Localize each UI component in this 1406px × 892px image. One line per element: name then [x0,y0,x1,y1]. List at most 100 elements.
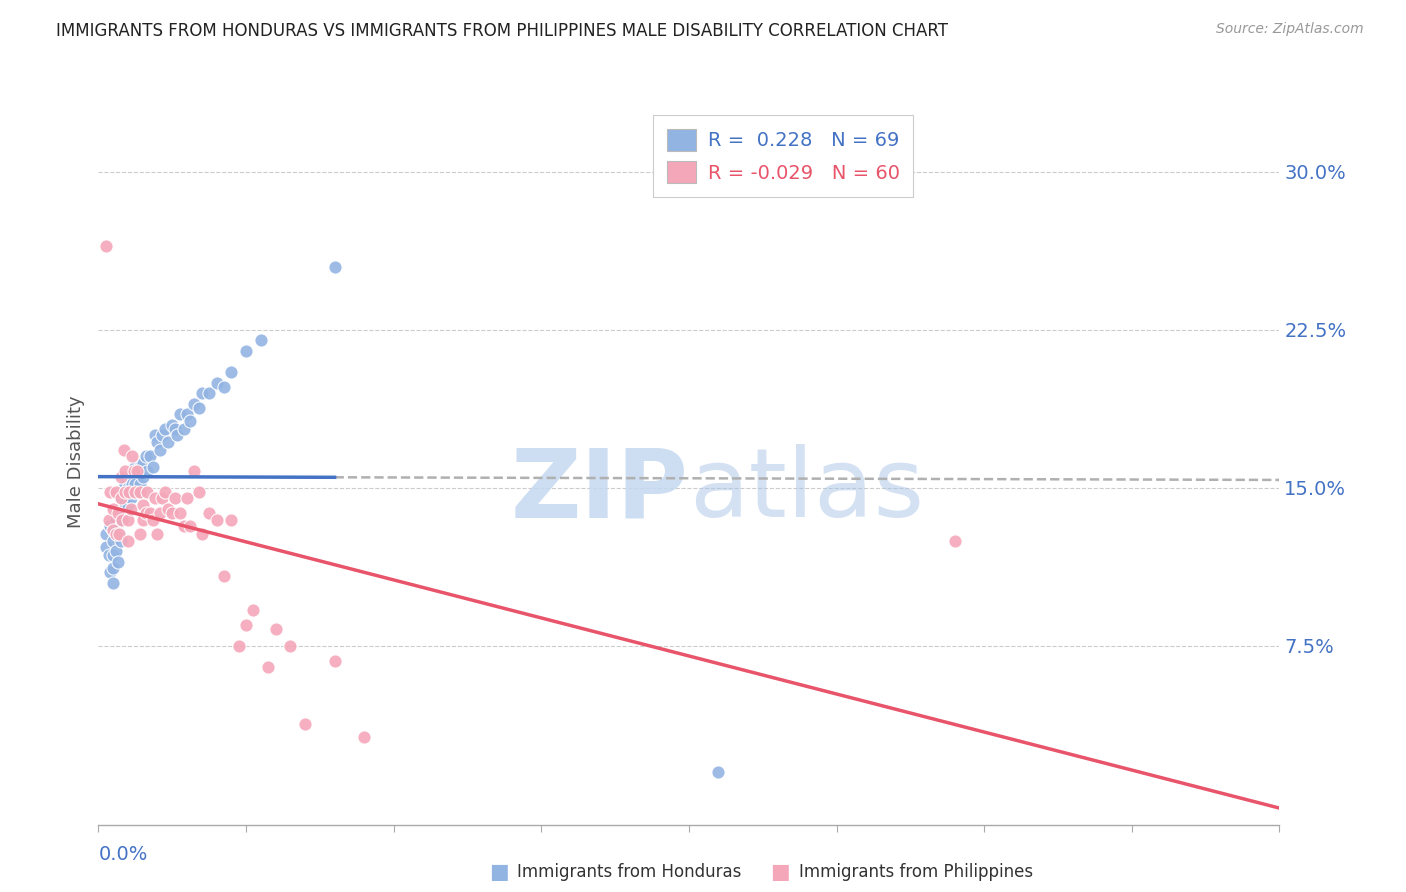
Point [111,485,134,500]
Point [235,618,257,632]
Point [114,485,136,500]
Point [165,422,187,436]
Point [105,485,128,500]
Point [122,464,145,478]
Point [250,334,273,348]
Point [98,485,121,500]
Point [150,428,173,442]
Point [242,603,264,617]
Point [135,506,157,520]
Point [173,519,195,533]
Point [179,519,201,533]
Point [125,464,148,478]
Point [114,496,136,510]
Point [187,401,209,415]
Point [136,464,159,478]
Point [205,376,228,390]
Text: Immigrants from Philippines: Immigrants from Philippines [799,863,1033,881]
Point [353,730,375,744]
Point [125,464,148,478]
Point [112,498,135,512]
Point [94,238,117,252]
Point [132,470,155,484]
Point [221,365,243,379]
Point [117,498,139,512]
Point [135,450,157,464]
Point [156,434,179,449]
Point [132,512,155,526]
Point [117,481,139,495]
Point [103,502,125,516]
Point [146,527,169,541]
Point [124,459,146,474]
Point [165,491,187,506]
Point [110,533,132,548]
Y-axis label: Male Disability: Male Disability [66,395,84,528]
Point [110,491,132,506]
Point [110,502,132,516]
Point [176,407,198,421]
Point [110,491,132,506]
Point [235,343,257,358]
Text: IMMIGRANTS FROM HONDURAS VS IMMIGRANTS FROM PHILIPPINES MALE DISABILITY CORRELAT: IMMIGRANTS FROM HONDURAS VS IMMIGRANTS F… [56,22,948,40]
Point [143,428,166,442]
Point [150,491,173,506]
Text: ■: ■ [489,863,509,882]
Point [323,260,346,274]
Point [120,491,142,506]
Point [183,397,205,411]
Point [128,459,150,474]
Point [149,506,172,520]
Point [169,506,191,520]
Point [112,443,135,458]
Point [97,512,120,526]
Point [114,464,136,478]
Point [94,540,117,554]
Point [146,434,169,449]
Point [127,485,149,500]
Point [128,476,150,491]
Point [264,622,287,636]
Point [103,523,125,537]
Text: atlas: atlas [689,444,924,537]
Point [103,549,125,563]
Point [136,485,159,500]
Point [115,485,138,500]
Point [122,485,145,500]
Point [156,502,179,516]
Point [323,654,346,668]
Legend: R =  0.228   N = 69, R = -0.029   N = 60: R = 0.228 N = 69, R = -0.029 N = 60 [654,115,914,197]
Point [120,502,142,516]
Point [149,443,172,458]
Point [162,506,183,520]
Point [105,527,128,541]
Point [212,380,235,394]
Text: 0.0%: 0.0% [98,846,148,864]
Point [280,639,302,653]
Point [117,533,139,548]
Point [132,498,155,512]
Point [187,485,209,500]
Point [153,422,176,436]
Point [707,765,730,780]
Point [257,660,280,674]
Point [142,512,165,526]
Point [124,485,146,500]
Point [98,519,121,533]
Point [166,428,188,442]
Point [191,527,214,541]
Point [120,470,142,484]
Point [212,569,235,583]
Point [143,491,166,506]
Point [169,407,191,421]
Point [112,481,135,495]
Point [107,506,129,520]
Point [142,459,165,474]
Point [103,561,125,575]
Point [98,566,121,580]
Point [121,476,143,491]
Point [94,527,117,541]
Point [205,512,228,526]
Point [162,417,183,432]
Point [128,485,150,500]
